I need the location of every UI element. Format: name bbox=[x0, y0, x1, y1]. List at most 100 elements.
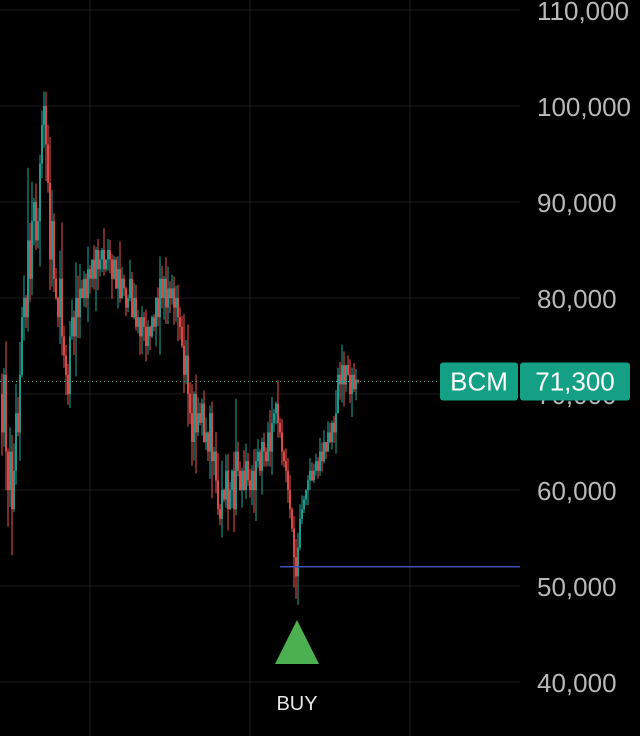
candle-body bbox=[139, 317, 141, 337]
candle-body bbox=[267, 432, 269, 462]
candle-body bbox=[215, 451, 217, 481]
candle-body bbox=[269, 432, 271, 452]
candle-body bbox=[161, 278, 163, 298]
candle-body bbox=[281, 432, 283, 452]
candle-body bbox=[313, 470, 315, 481]
candle-body bbox=[7, 451, 9, 490]
candle-body bbox=[91, 259, 93, 279]
candle-body bbox=[105, 259, 107, 270]
candle-body bbox=[165, 278, 167, 308]
y-tick-label: 90,000 bbox=[537, 188, 617, 218]
candle-body bbox=[67, 374, 69, 394]
candle-body bbox=[203, 403, 205, 442]
candle-body bbox=[157, 298, 159, 318]
candle-body bbox=[291, 509, 293, 529]
candle-body bbox=[101, 250, 103, 260]
candle-body bbox=[81, 288, 83, 298]
candle-body bbox=[321, 451, 323, 462]
candle-body bbox=[357, 379, 359, 382]
candle-body bbox=[347, 365, 349, 375]
candle-body bbox=[23, 298, 25, 318]
candle-body bbox=[331, 422, 333, 442]
candle-body bbox=[15, 413, 17, 471]
candle-body bbox=[63, 336, 65, 356]
candle-body bbox=[197, 413, 199, 433]
symbol-tag-text: BCM bbox=[450, 367, 508, 397]
candle-body bbox=[79, 288, 81, 318]
candle-body bbox=[19, 374, 21, 433]
candle-body bbox=[301, 509, 303, 519]
candle-body bbox=[5, 374, 7, 452]
candle-body bbox=[145, 326, 147, 346]
candle-body bbox=[277, 403, 279, 423]
candle-body bbox=[177, 298, 179, 318]
price-tag-text: 71,300 bbox=[535, 367, 615, 397]
candle-body bbox=[71, 317, 73, 337]
candle-body bbox=[117, 269, 119, 289]
candle-body bbox=[43, 106, 45, 126]
candle-body bbox=[231, 470, 233, 490]
candle-body bbox=[163, 278, 165, 298]
candle-body bbox=[221, 490, 223, 519]
candle-body bbox=[115, 259, 117, 289]
candle-body bbox=[253, 470, 255, 490]
candle-body bbox=[99, 259, 101, 270]
candle-body bbox=[249, 480, 251, 490]
candle-body bbox=[287, 470, 289, 490]
candle-body bbox=[123, 278, 125, 289]
candle-body bbox=[247, 461, 249, 481]
candle-body bbox=[237, 451, 239, 471]
candle-body bbox=[33, 202, 35, 222]
candle-body bbox=[299, 518, 301, 548]
candle-body bbox=[109, 250, 111, 260]
candle-body bbox=[251, 470, 253, 490]
candles bbox=[1, 91, 359, 605]
candle-body bbox=[289, 490, 291, 510]
candle-body bbox=[325, 442, 327, 452]
candle-body bbox=[119, 269, 121, 298]
candle-body bbox=[335, 413, 337, 433]
y-tick-label: 80,000 bbox=[537, 284, 617, 314]
candle-body bbox=[125, 288, 127, 308]
candle-body bbox=[85, 278, 87, 298]
candle-body bbox=[337, 374, 339, 414]
candle-body bbox=[191, 413, 193, 442]
candle-body bbox=[113, 259, 115, 279]
y-tick-label: 40,000 bbox=[537, 668, 617, 698]
candle-body bbox=[107, 250, 109, 260]
candle-body bbox=[155, 298, 157, 327]
candle-body bbox=[73, 317, 75, 337]
candle-body bbox=[167, 288, 169, 308]
y-tick-label: 60,000 bbox=[537, 476, 617, 506]
candle-body bbox=[77, 298, 79, 318]
candle-body bbox=[121, 278, 123, 298]
candle-body bbox=[323, 442, 325, 462]
candle-body bbox=[135, 298, 137, 327]
candle-body bbox=[283, 451, 285, 462]
candle-body bbox=[53, 221, 55, 279]
candle-body bbox=[339, 374, 341, 385]
candle-body bbox=[293, 528, 295, 558]
candle-body bbox=[83, 278, 85, 298]
candle-body bbox=[169, 288, 171, 298]
candle-body bbox=[51, 221, 53, 260]
candle-body bbox=[181, 326, 183, 346]
overlays: BCM 71,300 BUY bbox=[0, 362, 630, 715]
candle-body bbox=[307, 480, 309, 490]
candle-body bbox=[227, 470, 229, 510]
candle-body bbox=[285, 461, 287, 471]
candle-body bbox=[273, 413, 275, 423]
candle-body bbox=[137, 317, 139, 327]
candle-body bbox=[13, 470, 15, 510]
candle-body bbox=[31, 221, 33, 279]
candle-body bbox=[229, 490, 231, 510]
y-tick-label: 100,000 bbox=[537, 92, 631, 122]
candle-body bbox=[243, 470, 245, 490]
candle-body bbox=[103, 250, 105, 270]
candle-body bbox=[17, 413, 19, 433]
candle-body bbox=[195, 394, 197, 433]
candle-body bbox=[1, 394, 3, 433]
candle-body bbox=[57, 298, 59, 318]
